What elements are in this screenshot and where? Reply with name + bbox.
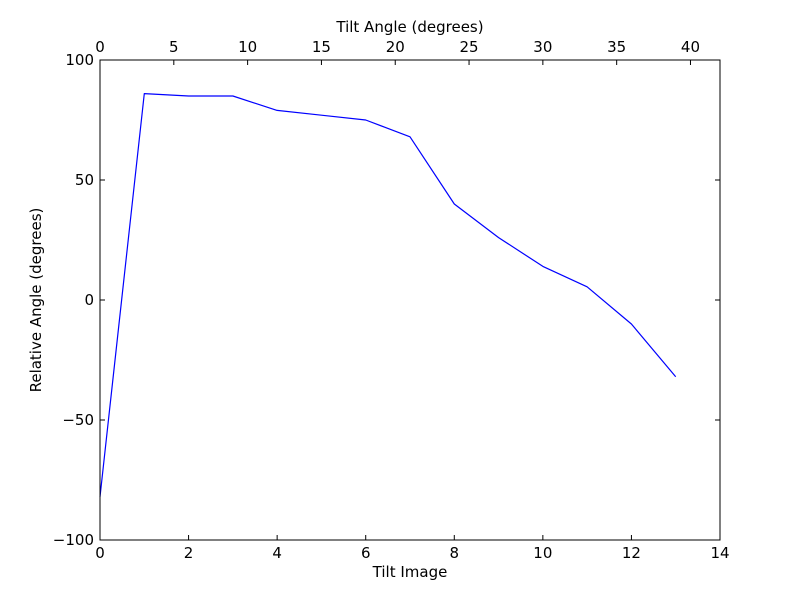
- x-tick-label: 12: [622, 544, 641, 562]
- y-tick-label: 100: [65, 51, 94, 69]
- x2-tick-label: 30: [533, 38, 552, 56]
- x-tick-label: 14: [710, 544, 729, 562]
- ticks-layer: 0 2 4 6 8 10 12 14 0 5 10 15 20 25 30 35 40 −100 −50 0 50 100: [53, 38, 730, 562]
- x2-tick-label: 5: [169, 38, 179, 56]
- y-tick-label: 0: [84, 291, 94, 309]
- x2-tick-label: 0: [95, 38, 105, 56]
- plot-frame: [99, 59, 721, 541]
- plot-background: [100, 60, 720, 540]
- series-layer: [99, 92, 677, 497]
- x-axis-label: Tilt Image: [372, 563, 448, 581]
- y-tick-label: −50: [62, 411, 94, 429]
- top-axis-label: Tilt Angle (degrees): [335, 18, 483, 36]
- x2-tick-label: 35: [607, 38, 626, 56]
- x-tick-label: 4: [272, 544, 282, 562]
- series-line: [99, 92, 677, 497]
- x2-tick-label: 15: [312, 38, 331, 56]
- x2-tick-label: 40: [681, 38, 700, 56]
- x-tick-label: 8: [450, 544, 460, 562]
- x-tick-label: 0: [95, 544, 105, 562]
- x-tick-label: 10: [533, 544, 552, 562]
- x2-tick-label: 25: [460, 38, 479, 56]
- x2-tick-label: 10: [238, 38, 257, 56]
- y-axis-label: Relative Angle (degrees): [27, 208, 45, 393]
- x-tick-label: 2: [184, 544, 194, 562]
- x2-tick-label: 20: [386, 38, 405, 56]
- y-tick-label: −100: [53, 531, 94, 549]
- y-tick-label: 50: [75, 171, 94, 189]
- x-tick-label: 6: [361, 544, 371, 562]
